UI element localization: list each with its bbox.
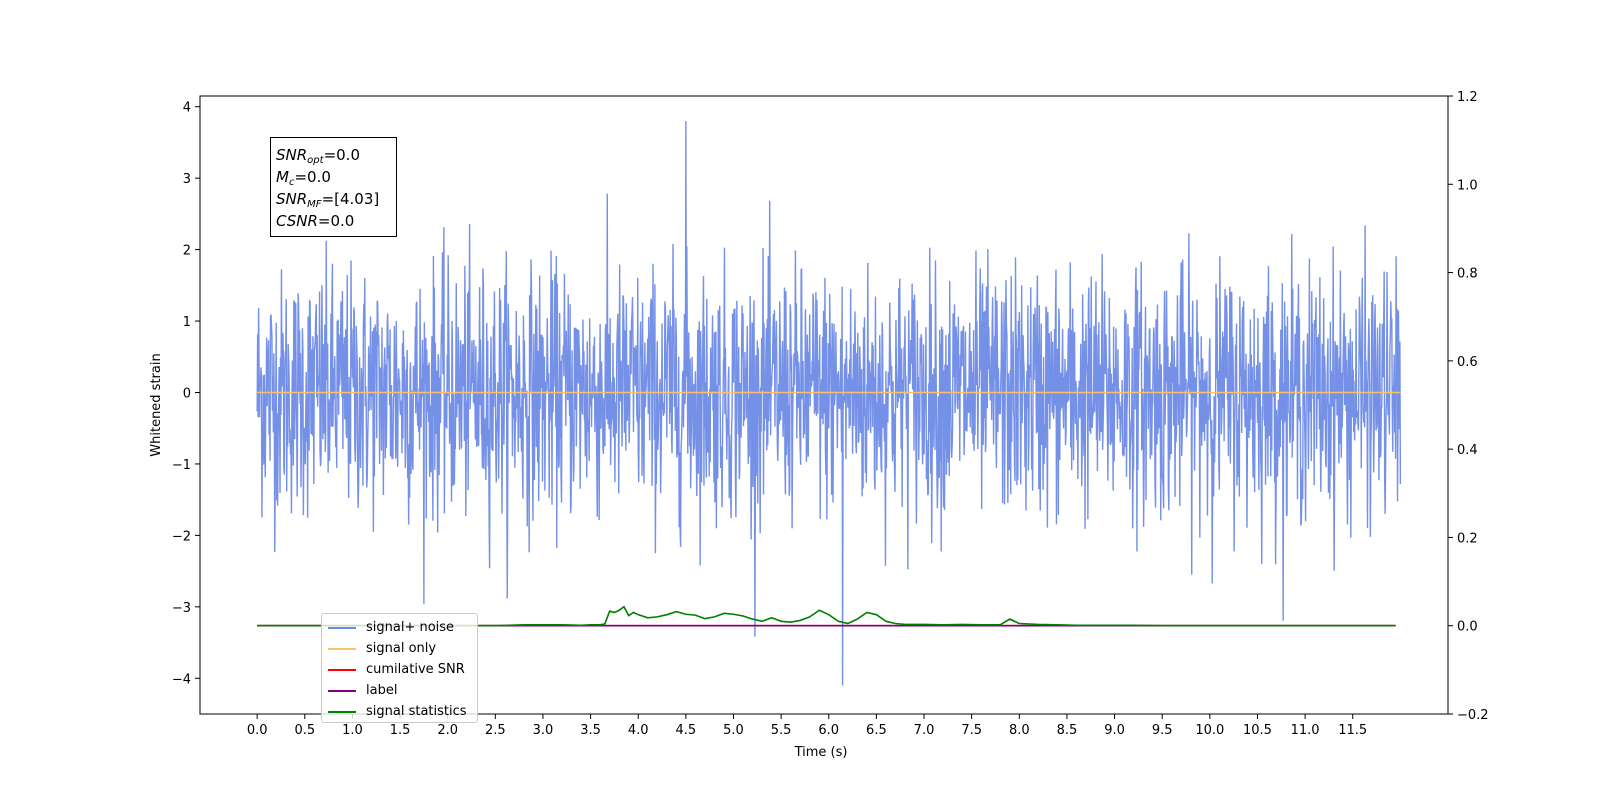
y-tick-label: −2 — [172, 529, 191, 544]
y2-tick-label: 0.8 — [1457, 267, 1478, 282]
legend-item-label: label — [328, 680, 471, 701]
stats-annotation-box: SNRopt=0.0 Mc=0.0 SNRMF=[4.03] CSNR=0.0 — [270, 137, 397, 237]
y2-tick-label: 0.2 — [1457, 531, 1478, 546]
x-tick-label: 1.0 — [342, 723, 363, 738]
y2-tick-label: 1.0 — [1457, 178, 1478, 193]
legend-swatch — [328, 668, 356, 671]
y2-tick-label: 0.4 — [1457, 443, 1478, 458]
legend-item-cumulative-snr: cumilative SNR — [328, 659, 471, 680]
x-tick-label: 3.0 — [533, 723, 554, 738]
y-tick-label: 3 — [183, 172, 191, 187]
x-tick-label: 1.5 — [390, 723, 411, 738]
x-tick-label: 4.0 — [628, 723, 649, 738]
legend-swatch — [328, 689, 356, 692]
x-tick-label: 3.5 — [580, 723, 601, 738]
x-tick-label: 0.5 — [294, 723, 315, 738]
x-axis: 0.0 0.5 1.0 1.5 2.0 2.5 3.0 3.5 4.0 4.5 5.0 5.5 6.0 6… — [247, 714, 1367, 738]
snr-mf-annotation: SNRMF=[4.03] — [276, 190, 380, 210]
chirp-mass-annotation: Mc=0.0 — [276, 168, 331, 188]
series-signal-statistics — [257, 605, 1396, 627]
legend-item-signal-noise: signal+ noise — [328, 617, 471, 638]
x-tick-label: 7.0 — [914, 723, 935, 738]
x-tick-label: 5.5 — [771, 723, 792, 738]
legend-label: signal+ noise — [366, 620, 455, 635]
y2-tick-label: 0.0 — [1457, 620, 1478, 635]
x-tick-label: 9.0 — [1104, 723, 1125, 738]
csnr-annotation: CSNR=0.0 — [276, 212, 355, 230]
legend-item-signal-statistics: signal statistics — [328, 701, 471, 722]
y-tick-label: 1 — [183, 315, 191, 330]
legend-swatch — [328, 626, 356, 629]
x-tick-label: 0.0 — [247, 723, 268, 738]
y2-tick-label: 0.6 — [1457, 355, 1478, 370]
y-axis-left: 4 3 2 1 0 −1 −2 −3 −4 — [172, 101, 200, 687]
plot-data-layer — [256, 121, 1402, 686]
legend-label: cumilative SNR — [366, 662, 465, 677]
x-tick-label: 9.5 — [1152, 723, 1173, 738]
legend-label: signal statistics — [366, 704, 467, 719]
x-tick-label: 8.5 — [1057, 723, 1078, 738]
x-tick-label: 6.0 — [818, 723, 839, 738]
y-tick-label: 4 — [183, 101, 191, 116]
y-tick-label: −1 — [172, 458, 191, 473]
y-axis-right: 1.2 1.0 0.8 0.6 0.4 0.2 0.0 −0.2 — [1448, 90, 1489, 723]
legend-label: label — [366, 683, 398, 698]
legend-swatch — [328, 710, 356, 713]
x-tick-label: 2.5 — [485, 723, 506, 738]
x-tick-label: 5.0 — [723, 723, 744, 738]
legend: signal+ noise signal only cumilative SNR… — [321, 613, 478, 723]
x-tick-label: 8.0 — [1009, 723, 1030, 738]
y2-tick-label: 1.2 — [1457, 90, 1478, 105]
snr-opt-annotation: SNRopt=0.0 — [276, 146, 360, 166]
x-tick-label: 10.5 — [1243, 723, 1272, 738]
y-tick-label: 2 — [183, 244, 191, 259]
x-tick-label: 6.5 — [866, 723, 887, 738]
x-tick-label: 2.0 — [437, 723, 458, 738]
y-axis-label: Whitened strain — [149, 353, 164, 456]
plot-frame — [199, 95, 1449, 715]
x-tick-label: 10.0 — [1195, 723, 1224, 738]
x-tick-label: 7.5 — [961, 723, 982, 738]
series-signal-noise — [256, 121, 1402, 686]
x-tick-label: 4.5 — [676, 723, 697, 738]
legend-swatch — [328, 647, 356, 650]
y-tick-label: −4 — [172, 672, 191, 687]
y-tick-label: −3 — [172, 601, 191, 616]
x-tick-label: 11.5 — [1338, 723, 1367, 738]
legend-item-signal-only: signal only — [328, 638, 471, 659]
x-tick-label: 11.0 — [1291, 723, 1320, 738]
y2-tick-label: −0.2 — [1457, 708, 1489, 723]
y-tick-label: 0 — [183, 386, 191, 401]
legend-label: signal only — [366, 641, 437, 656]
x-axis-label: Time (s) — [794, 745, 848, 760]
